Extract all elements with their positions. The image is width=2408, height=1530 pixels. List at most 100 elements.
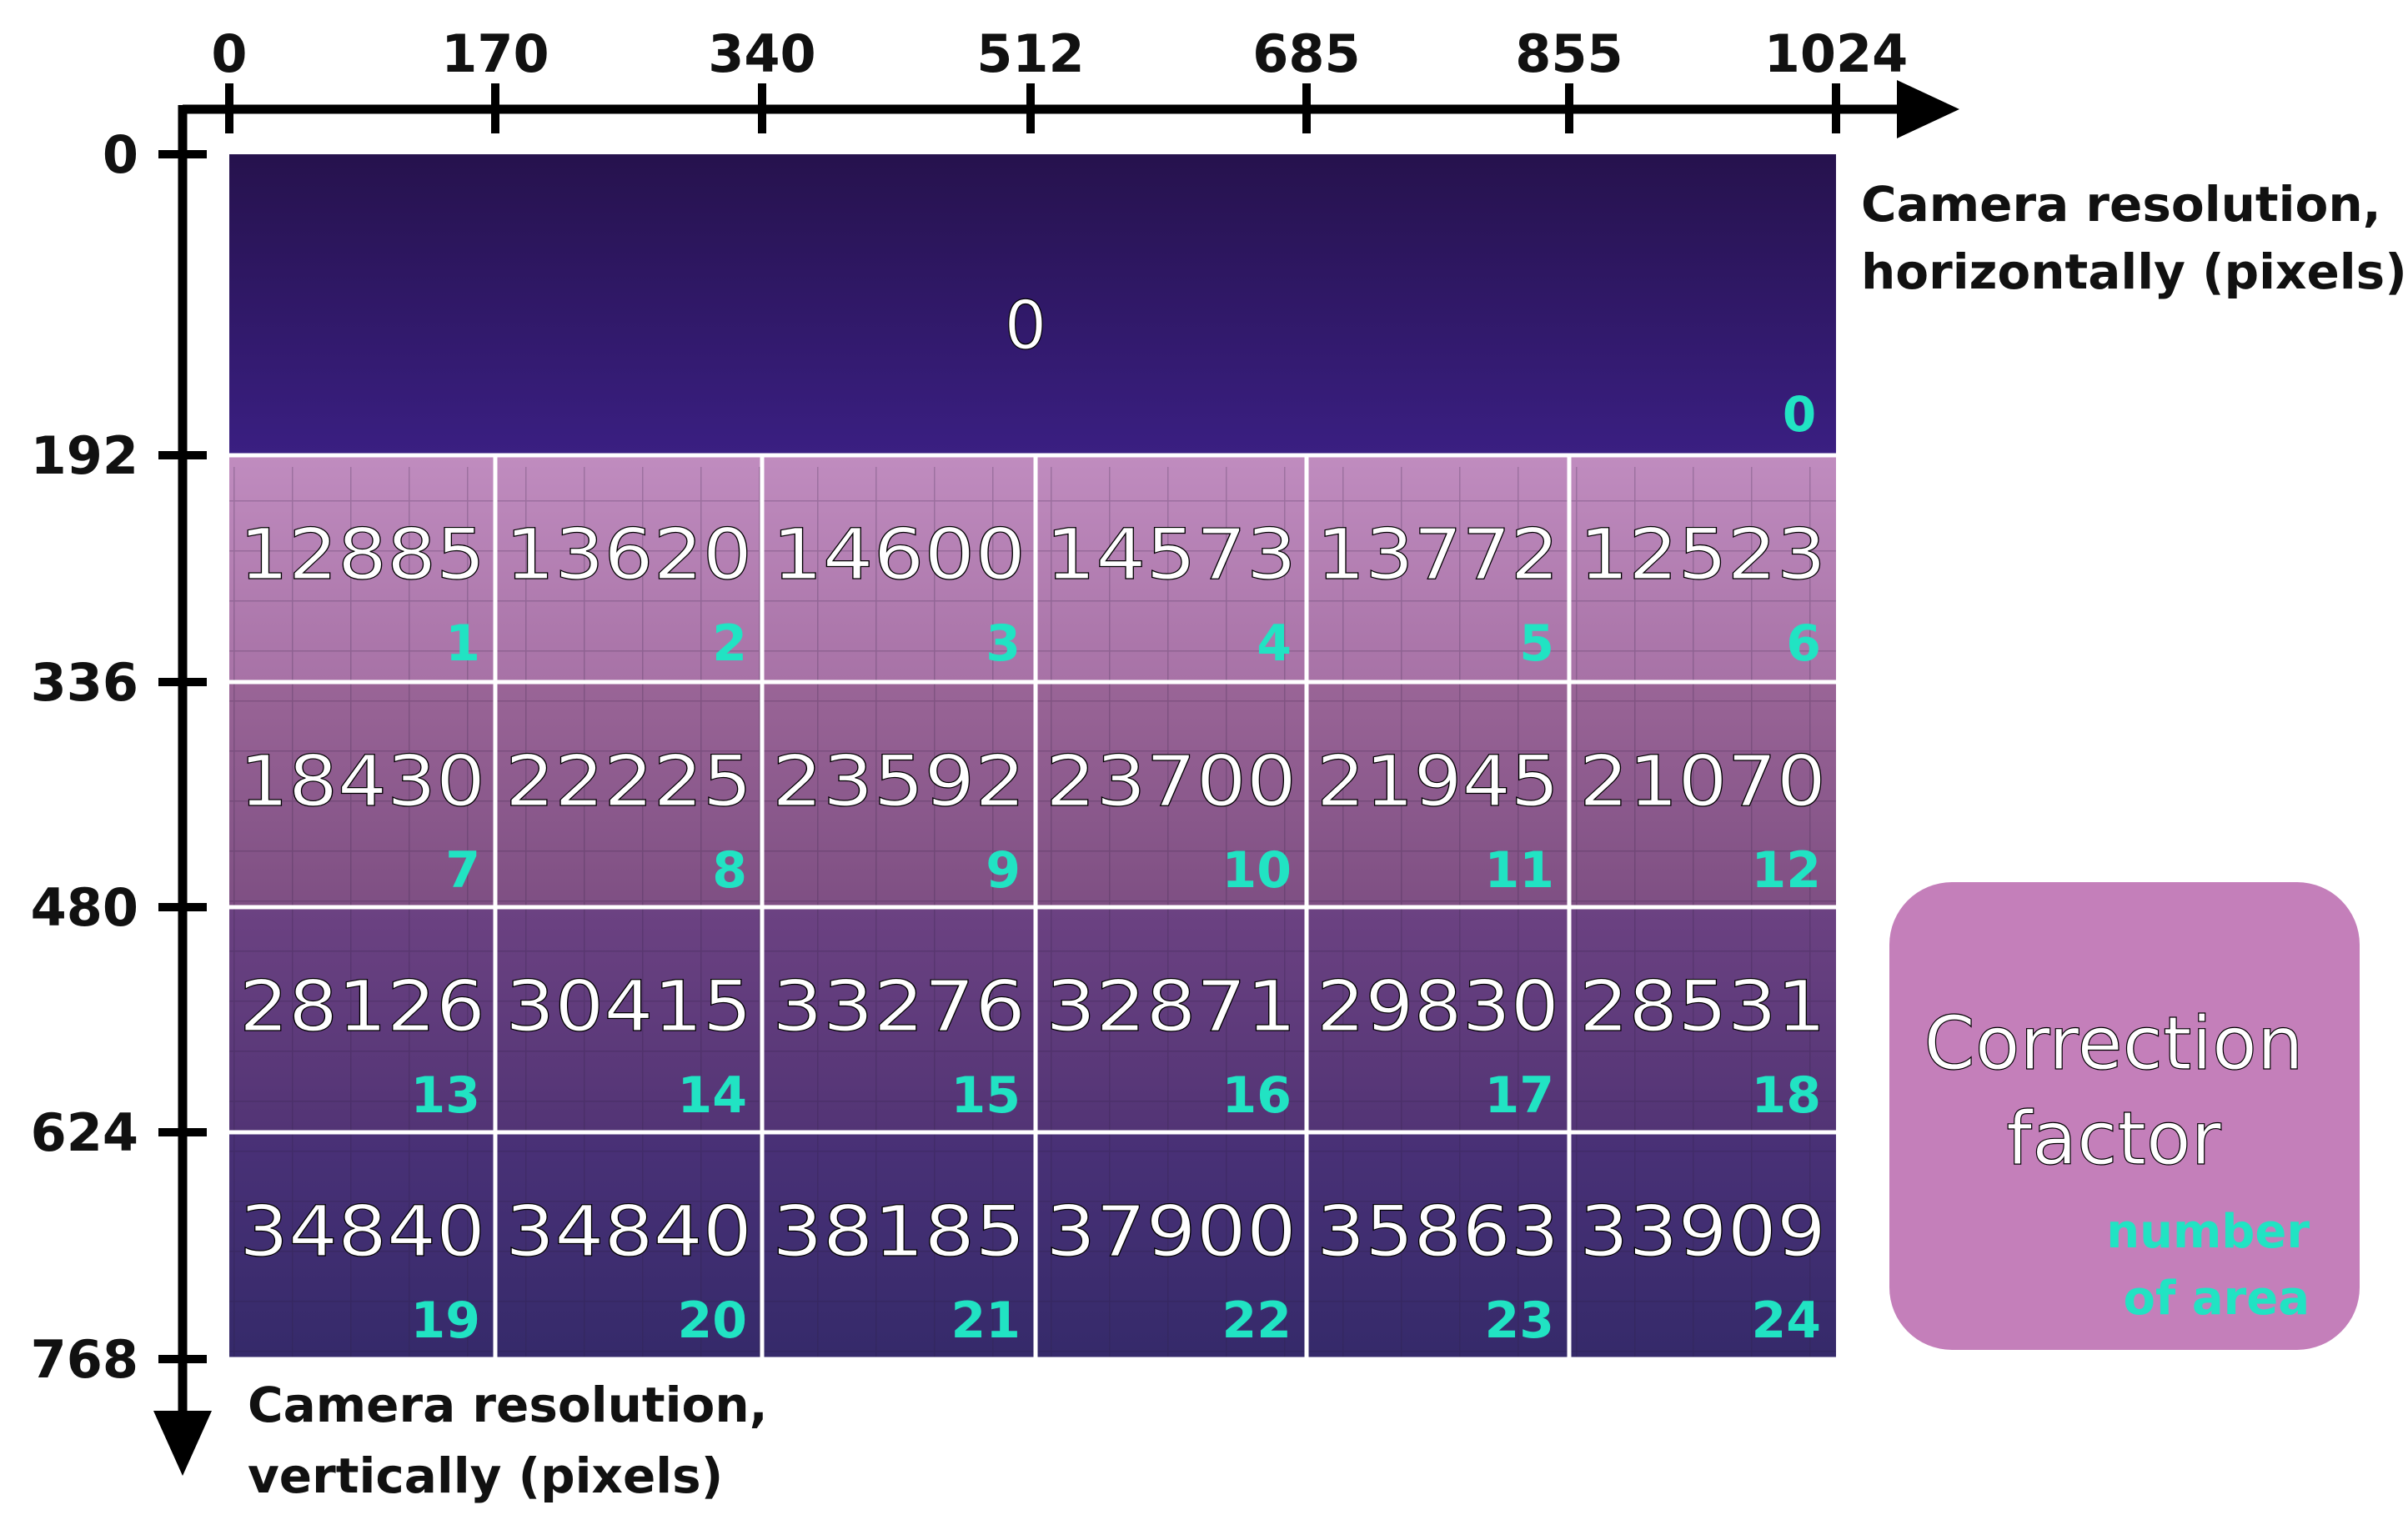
area-correction-value: 29830 [1317, 966, 1559, 1047]
top-area-number: 0 [1783, 386, 1816, 443]
y-axis-label-line-1: Camera resolution, [248, 1377, 768, 1433]
area-correction-value: 14573 [1046, 514, 1297, 595]
top-area-background [229, 154, 1836, 455]
area-correction-value: 13772 [1317, 514, 1559, 595]
x-axis-arrowhead [1897, 80, 1959, 138]
area-number: 20 [678, 1292, 748, 1350]
area-number: 3 [986, 615, 1021, 673]
legend-sub-line-2: of area [2123, 1272, 2310, 1326]
area-cells: 12885 1 13620 2 14600 3 14573 4 13772 5 12523 6 1843… [238, 513, 1826, 1350]
area-cell: 14573 4 [1045, 513, 1297, 673]
area-cell: 22225 8 [504, 740, 752, 900]
area-number: 9 [986, 841, 1021, 900]
x-tick-label: 0 [211, 23, 247, 84]
legend-title-line-1: Correction [1924, 1001, 2303, 1086]
area-number: 5 [1519, 615, 1554, 673]
y-axis-label: Camera resolution, vertically (pixels) [248, 1377, 768, 1504]
y-tick-label: 0 [103, 124, 138, 185]
area-number: 2 [712, 615, 747, 673]
legend-title-line-2: factor [2006, 1096, 2222, 1181]
x-axis-label: Camera resolution, horizontally (pixels) [1861, 176, 2407, 300]
top-area-value: 0 [1005, 287, 1047, 364]
area-correction-value: 23592 [772, 740, 1026, 822]
area-correction-value: 34840 [239, 1191, 485, 1272]
area-grid-lines [229, 453, 1836, 1362]
top-area: 0 0 [1004, 286, 1816, 443]
area-number: 16 [1222, 1066, 1292, 1125]
area-number: 15 [951, 1066, 1021, 1125]
legend-box [1889, 882, 2360, 1350]
area-correction-value: 33909 [1579, 1191, 1826, 1272]
area-number: 6 [1786, 615, 1821, 673]
area-number: 10 [1222, 841, 1292, 900]
area-cell: 28126 13 [238, 965, 485, 1125]
x-tick-label: 340 [708, 23, 815, 84]
area-number: 19 [411, 1292, 481, 1350]
y-axis-ticks: 0 192 336 480 624 768 [31, 124, 207, 1390]
area-cell: 35863 23 [1316, 1190, 1559, 1350]
area-cell: 38185 21 [771, 1190, 1026, 1350]
area-cell: 33909 24 [1578, 1190, 1826, 1350]
area-correction-value: 37900 [1046, 1191, 1297, 1272]
y-tick-label: 192 [31, 425, 138, 486]
area-cell: 23700 10 [1045, 740, 1297, 900]
area-correction-value: 38185 [772, 1191, 1026, 1272]
x-tick-label: 1024 [1764, 23, 1909, 84]
area-cell: 13772 5 [1316, 513, 1559, 673]
area-number: 7 [445, 841, 480, 900]
y-tick-label: 624 [31, 1102, 138, 1163]
area-correction-value: 12885 [239, 514, 485, 595]
y-tick-label: 336 [31, 652, 138, 713]
area-cell: 37900 22 [1045, 1190, 1297, 1350]
area-cell: 28531 18 [1578, 965, 1826, 1125]
axes [153, 80, 1959, 1476]
area-correction-value: 32871 [1046, 966, 1297, 1047]
area-cell: 12885 1 [238, 513, 485, 673]
x-axis-label-line-1: Camera resolution, [1861, 176, 2381, 233]
area-correction-value: 28126 [239, 966, 485, 1047]
area-number: 13 [411, 1066, 481, 1125]
area-cell: 32871 16 [1045, 965, 1297, 1125]
area-cell: 18430 7 [238, 740, 485, 900]
legend-sub-line-1: number [2106, 1205, 2310, 1259]
area-number: 12 [1752, 841, 1822, 900]
area-number: 11 [1485, 841, 1555, 900]
area-number: 14 [678, 1066, 748, 1125]
area-correction-value: 14600 [772, 514, 1026, 595]
area-number: 21 [951, 1292, 1021, 1350]
x-axis-label-line-2: horizontally (pixels) [1861, 243, 2407, 300]
area-correction-value: 22225 [505, 740, 752, 822]
area-correction-value: 34840 [505, 1191, 752, 1272]
x-tick-label: 170 [441, 23, 549, 84]
area-correction-value: 18430 [239, 740, 485, 822]
area-number: 1 [445, 615, 480, 673]
area-cell: 14600 3 [771, 513, 1026, 673]
area-correction-value: 12523 [1579, 514, 1826, 595]
area-cell: 12523 6 [1578, 513, 1826, 673]
area-correction-value: 21070 [1579, 740, 1826, 822]
x-tick-label: 855 [1515, 23, 1623, 84]
area-cell: 21945 11 [1316, 740, 1559, 900]
y-axis-arrowhead [153, 1411, 212, 1476]
area-number: 18 [1752, 1066, 1822, 1125]
area-cell: 13620 2 [504, 513, 752, 673]
area-cell: 34840 20 [504, 1190, 752, 1350]
area-correction-value: 21945 [1317, 740, 1559, 822]
area-number: 22 [1222, 1292, 1292, 1350]
area-number: 4 [1257, 615, 1292, 673]
area-cell: 29830 17 [1316, 965, 1559, 1125]
y-tick-label: 768 [31, 1329, 138, 1390]
area-number: 17 [1485, 1066, 1555, 1125]
area-correction-value: 33276 [772, 966, 1026, 1047]
area-correction-value: 35863 [1317, 1191, 1559, 1272]
area-cell: 33276 15 [771, 965, 1026, 1125]
y-tick-label: 480 [31, 877, 138, 938]
area-cell: 23592 9 [771, 740, 1026, 900]
area-cell: 21070 12 [1578, 740, 1826, 900]
x-tick-label: 512 [976, 23, 1084, 84]
x-axis-ticks: 0 170 340 512 685 855 1024 [211, 23, 1908, 133]
area-correction-value: 28531 [1579, 966, 1826, 1047]
y-axis-label-line-2: vertically (pixels) [248, 1447, 723, 1504]
